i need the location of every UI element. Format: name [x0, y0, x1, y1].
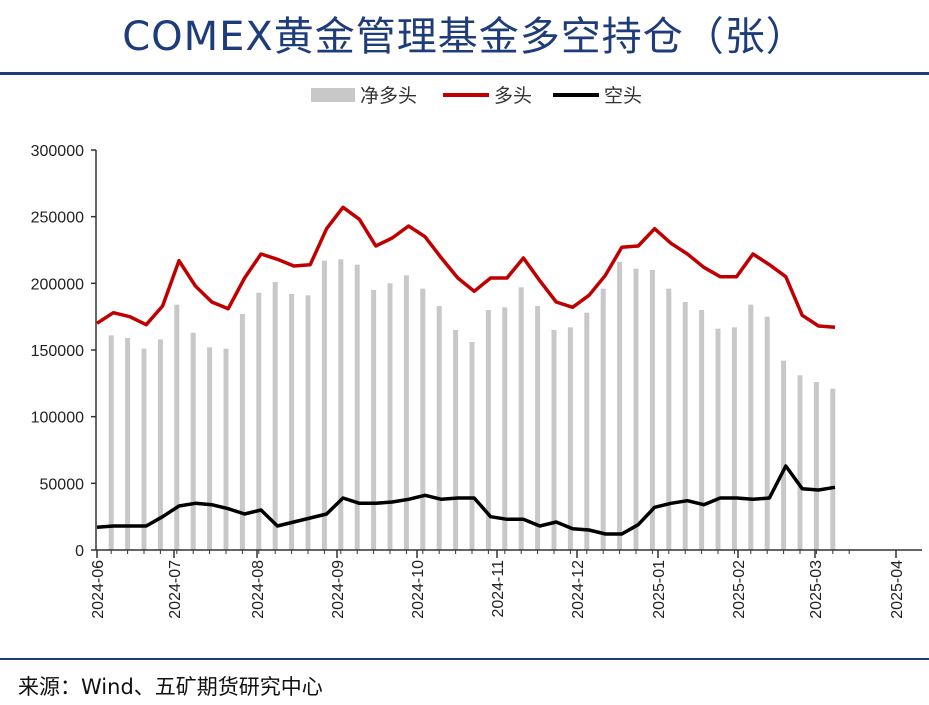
long-series-line — [96, 205, 836, 330]
net-long-bar — [502, 307, 508, 550]
net-long-bar — [354, 264, 360, 550]
short-series-line — [96, 464, 836, 536]
net-long-bar — [617, 262, 623, 550]
net-long-bar — [551, 330, 557, 550]
net-long-bar — [321, 260, 327, 550]
net-long-bar — [272, 282, 278, 550]
net-long-bar — [813, 382, 819, 550]
net-long-bar — [600, 288, 606, 550]
net-long-bar — [666, 288, 672, 550]
x-axis: 2024-06 2024-07 2024-08 2024-09 2024-10 2024-… — [90, 549, 922, 619]
net-long-bar — [699, 310, 705, 550]
legend-label-net: 净多头 — [360, 85, 417, 107]
net-long-bar — [256, 292, 262, 550]
x-tick-label: 2025-03 — [808, 560, 825, 619]
chart: 净多头 多头 空头 0 50000 100000 150000 200000 250000… — [31, 85, 922, 619]
net-long-bar — [174, 304, 180, 550]
net-long-bar — [830, 388, 836, 550]
source-divider — [0, 658, 929, 660]
y-tick-label: 200000 — [31, 276, 84, 293]
net-long-bar — [567, 327, 573, 550]
x-tick-label: 2024-06 — [90, 560, 107, 619]
x-tick-label: 2024-07 — [167, 560, 184, 619]
net-long-bar — [420, 288, 426, 550]
net-long-bar — [748, 304, 754, 550]
source-note: 来源：Wind、五矿期货研究中心 — [18, 675, 323, 699]
x-tick-label: 2024-09 — [330, 560, 347, 619]
net-long-bar — [682, 302, 688, 550]
title-divider — [0, 72, 929, 75]
net-long-bar — [108, 335, 114, 550]
net-long-bar — [190, 332, 196, 550]
net-long-bar — [518, 287, 524, 550]
net-long-bar — [649, 270, 655, 550]
x-tick-label: 2025-02 — [731, 560, 748, 619]
y-tick-label: 150000 — [31, 343, 84, 360]
net-long-bar — [157, 339, 163, 550]
net-long-bar — [223, 348, 229, 550]
net-long-bar — [289, 294, 295, 550]
net-long-bar — [731, 327, 737, 550]
net-long-bar — [535, 306, 541, 550]
net-long-bar — [239, 314, 245, 550]
net-long-bar — [764, 316, 770, 550]
net-long-bar — [141, 348, 147, 550]
net-long-bars — [108, 259, 836, 550]
x-tick-label: 2025-04 — [889, 560, 906, 619]
legend: 净多头 多头 空头 — [311, 85, 642, 107]
net-long-bar — [403, 275, 409, 550]
net-long-bar — [469, 342, 475, 550]
y-tick-label: 0 — [75, 543, 84, 560]
y-tick-label: 50000 — [40, 476, 85, 493]
chart-title: COMEX黄金管理基金多空持仓（张） — [122, 14, 807, 60]
net-long-bar — [338, 259, 344, 550]
net-long-bar — [633, 268, 639, 550]
net-long-bar — [584, 312, 590, 550]
net-long-bar — [125, 338, 131, 550]
net-long-bar — [436, 306, 442, 550]
series-lines — [96, 205, 836, 536]
legend-label-short: 空头 — [604, 85, 642, 107]
x-tick-label: 2024-12 — [570, 560, 587, 619]
net-long-bar — [305, 295, 311, 550]
net-long-bar — [485, 310, 491, 550]
legend-label-long: 多头 — [494, 85, 532, 107]
x-tick-label: 2024-10 — [410, 560, 427, 619]
legend-swatch-net — [311, 88, 355, 102]
net-long-bar — [715, 328, 721, 550]
x-tick-label: 2025-01 — [651, 560, 668, 619]
net-long-bar — [781, 360, 787, 550]
net-long-bar — [387, 283, 393, 550]
net-long-bar — [797, 375, 803, 550]
x-tick-label: 2024-08 — [250, 560, 267, 619]
x-tick-label: 2024-11 — [490, 560, 507, 618]
y-axis: 0 50000 100000 150000 200000 250000 300000 — [31, 143, 97, 560]
net-long-bar — [207, 347, 213, 550]
y-tick-label: 100000 — [31, 410, 84, 427]
y-tick-label: 300000 — [31, 143, 84, 160]
net-long-bar — [453, 330, 459, 550]
y-tick-label: 250000 — [31, 210, 84, 227]
net-long-bar — [371, 290, 377, 550]
